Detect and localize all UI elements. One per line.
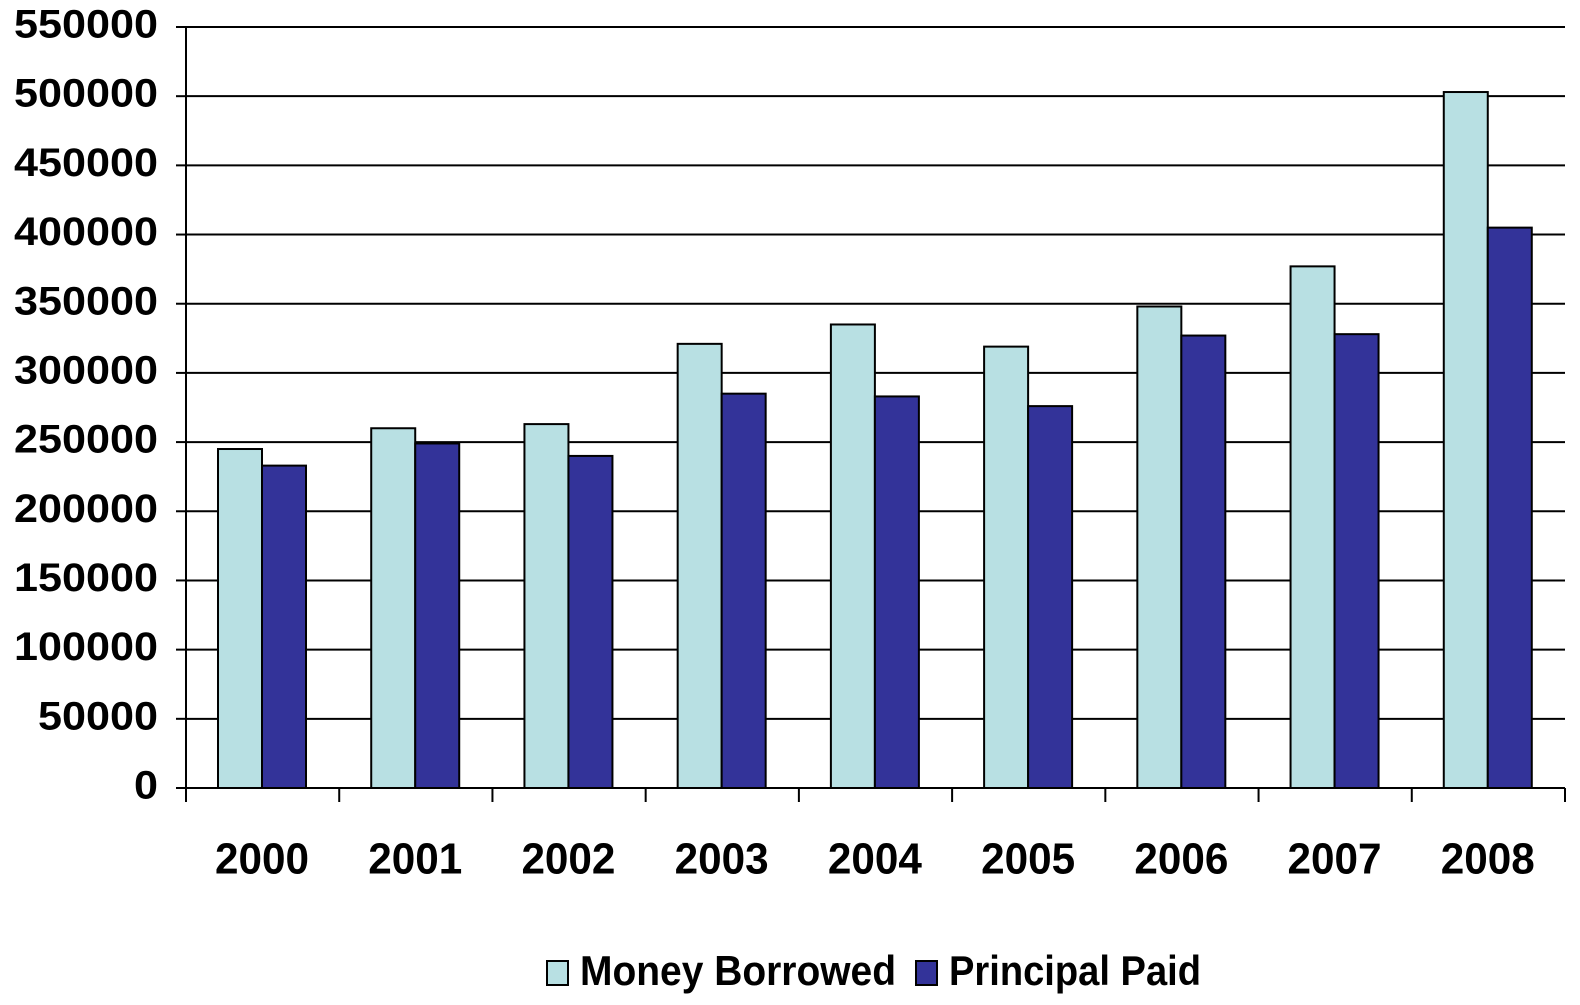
x-tick-label: 2008 xyxy=(1441,835,1535,884)
x-tick-label: 2000 xyxy=(215,835,309,884)
legend-label: Principal Paid xyxy=(949,947,1201,994)
bar xyxy=(829,323,876,789)
bar xyxy=(676,342,723,789)
y-tick-label: 450000 xyxy=(14,141,158,185)
y-tick-label: 150000 xyxy=(14,556,158,600)
bar xyxy=(1027,405,1074,789)
x-tick-label: 2002 xyxy=(521,835,615,884)
x-tick-label: 2006 xyxy=(1134,835,1228,884)
bar xyxy=(1333,333,1380,789)
bar xyxy=(983,345,1030,789)
y-tick-label: 250000 xyxy=(14,418,158,462)
bar xyxy=(1289,265,1336,789)
bar xyxy=(370,427,417,789)
y-tick-label: 300000 xyxy=(14,348,158,392)
y-tick-label: 50000 xyxy=(38,694,158,738)
x-tick-label: 2001 xyxy=(368,835,462,884)
bar xyxy=(1442,91,1489,790)
x-tick-label: 2005 xyxy=(981,835,1075,884)
x-tick-label: 2007 xyxy=(1288,835,1382,884)
bar xyxy=(523,423,570,789)
y-tick-label: 0 xyxy=(134,764,158,808)
legend-swatch xyxy=(546,960,569,986)
y-tick-label: 400000 xyxy=(14,210,158,254)
bar xyxy=(261,464,307,789)
x-tick-label: 2003 xyxy=(675,835,769,884)
bar xyxy=(414,442,461,789)
y-tick-label: 500000 xyxy=(14,72,158,116)
x-tick-label: 2004 xyxy=(828,835,923,884)
y-tick-label: 100000 xyxy=(14,625,158,669)
legend-swatch xyxy=(915,960,938,986)
bar xyxy=(217,448,263,789)
bar xyxy=(1180,334,1227,789)
bar xyxy=(720,392,767,789)
y-tick-label: 200000 xyxy=(14,487,158,531)
bar xyxy=(1136,305,1183,789)
bar xyxy=(1486,226,1533,790)
bar xyxy=(873,395,920,789)
y-tick-label: 550000 xyxy=(14,3,158,47)
y-tick-label: 350000 xyxy=(14,279,158,323)
legend-label: Money Borrowed xyxy=(580,947,896,994)
bar xyxy=(567,454,614,789)
